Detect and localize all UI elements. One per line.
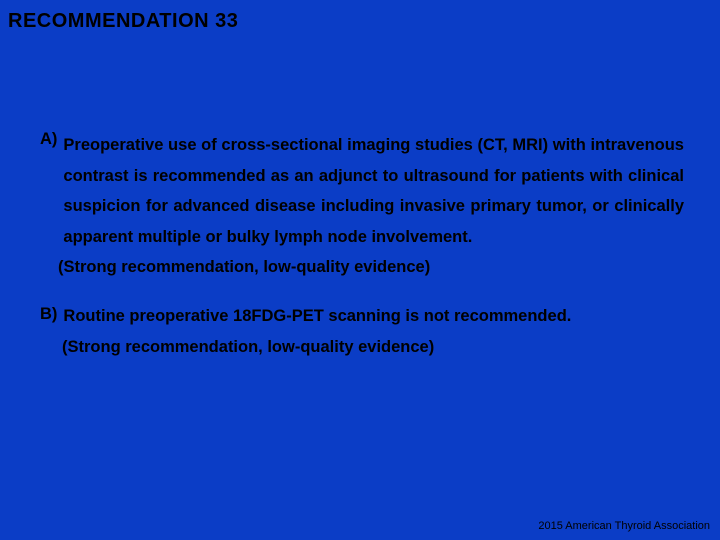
evidence-b: (Strong recommendation, low-quality evid… bbox=[62, 338, 684, 357]
item-text-a: Preoperative use of cross-sectional imag… bbox=[63, 130, 684, 252]
slide-title: RECOMMENDATION 33 bbox=[8, 10, 238, 33]
item-label-a: A) bbox=[40, 130, 57, 149]
item-row: A) Preoperative use of cross-sectional i… bbox=[40, 130, 684, 252]
item-row: B) Routine preoperative 18FDG-PET scanni… bbox=[40, 305, 684, 328]
item-label-b: B) bbox=[40, 305, 57, 324]
footer-attribution: 2015 American Thyroid Association bbox=[538, 520, 710, 532]
recommendation-item-b: B) Routine preoperative 18FDG-PET scanni… bbox=[40, 305, 684, 357]
item-text-b: Routine preoperative 18FDG-PET scanning … bbox=[63, 305, 571, 328]
slide: RECOMMENDATION 33 A) Preoperative use of… bbox=[0, 0, 720, 540]
evidence-a: (Strong recommendation, low-quality evid… bbox=[58, 258, 684, 277]
recommendation-item-a: A) Preoperative use of cross-sectional i… bbox=[40, 130, 684, 277]
slide-body: A) Preoperative use of cross-sectional i… bbox=[40, 130, 684, 385]
